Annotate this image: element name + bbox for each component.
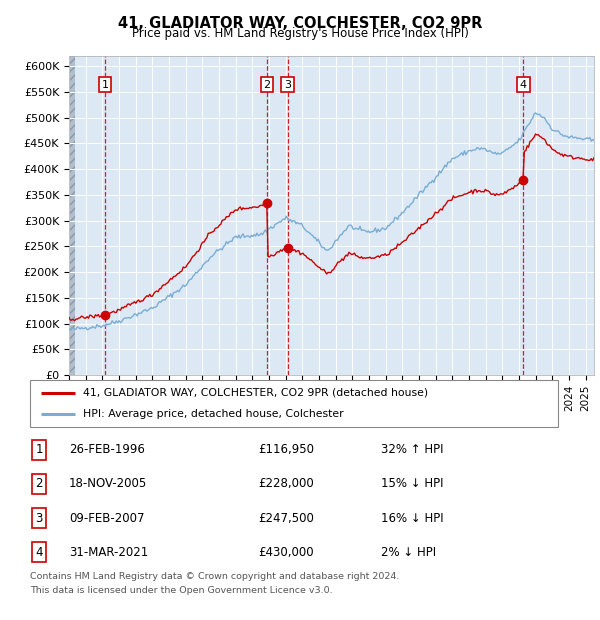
Text: 31-MAR-2021: 31-MAR-2021 [69, 546, 148, 559]
Text: 15% ↓ HPI: 15% ↓ HPI [381, 477, 443, 490]
Text: 2: 2 [35, 477, 43, 490]
Text: 41, GLADIATOR WAY, COLCHESTER, CO2 9PR (detached house): 41, GLADIATOR WAY, COLCHESTER, CO2 9PR (… [83, 388, 428, 397]
Text: 41, GLADIATOR WAY, COLCHESTER, CO2 9PR: 41, GLADIATOR WAY, COLCHESTER, CO2 9PR [118, 16, 482, 30]
Text: Price paid vs. HM Land Registry's House Price Index (HPI): Price paid vs. HM Land Registry's House … [131, 27, 469, 40]
Text: 2% ↓ HPI: 2% ↓ HPI [381, 546, 436, 559]
FancyBboxPatch shape [30, 380, 558, 427]
Text: 3: 3 [284, 79, 291, 89]
Text: 18-NOV-2005: 18-NOV-2005 [69, 477, 147, 490]
Text: £228,000: £228,000 [258, 477, 314, 490]
Text: 32% ↑ HPI: 32% ↑ HPI [381, 443, 443, 456]
Text: £247,500: £247,500 [258, 512, 314, 525]
Text: Contains HM Land Registry data © Crown copyright and database right 2024.: Contains HM Land Registry data © Crown c… [30, 572, 400, 582]
Text: 16% ↓ HPI: 16% ↓ HPI [381, 512, 443, 525]
Text: 26-FEB-1996: 26-FEB-1996 [69, 443, 145, 456]
Text: 4: 4 [35, 546, 43, 559]
Text: 3: 3 [35, 512, 43, 525]
Text: This data is licensed under the Open Government Licence v3.0.: This data is licensed under the Open Gov… [30, 586, 332, 595]
Text: 4: 4 [520, 79, 527, 89]
Text: 2: 2 [263, 79, 271, 89]
Text: 1: 1 [35, 443, 43, 456]
Text: 09-FEB-2007: 09-FEB-2007 [69, 512, 145, 525]
Text: £116,950: £116,950 [258, 443, 314, 456]
Text: £430,000: £430,000 [258, 546, 314, 559]
Text: HPI: Average price, detached house, Colchester: HPI: Average price, detached house, Colc… [83, 409, 343, 419]
Text: 1: 1 [101, 79, 109, 89]
